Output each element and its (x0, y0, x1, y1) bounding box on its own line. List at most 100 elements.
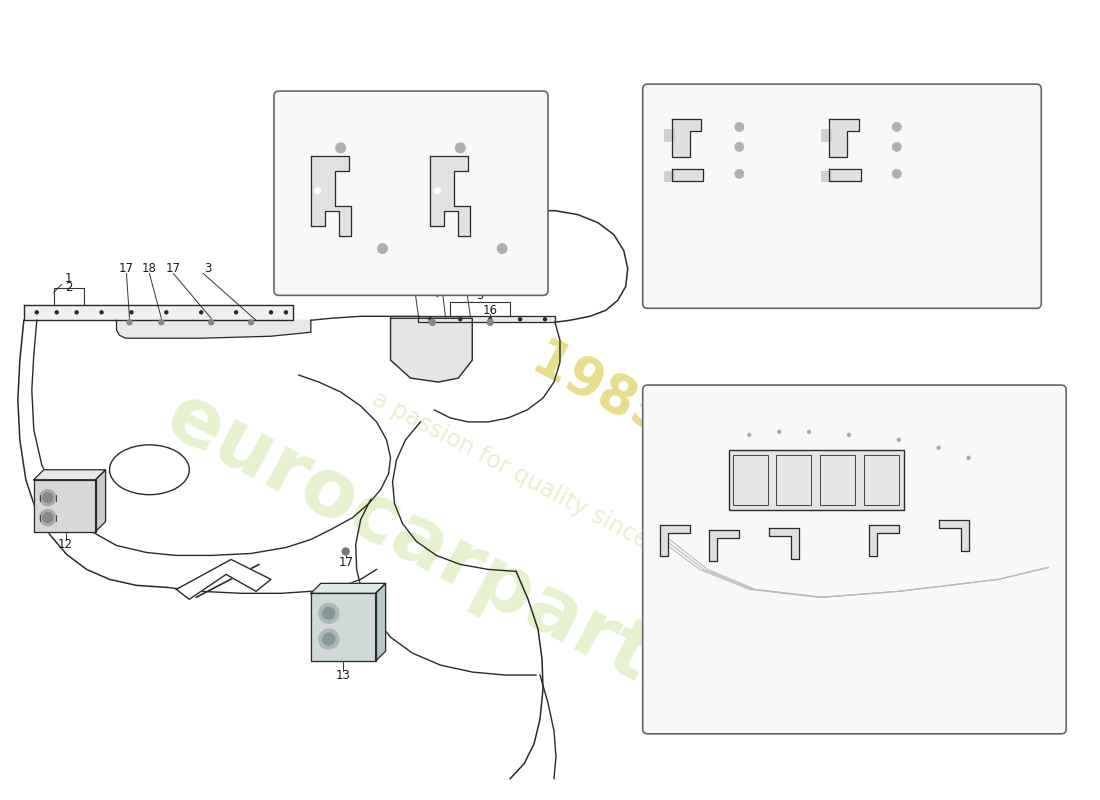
Circle shape (892, 122, 901, 131)
Circle shape (892, 142, 901, 151)
Text: eurocarparts: eurocarparts (153, 377, 708, 722)
Text: 14: 14 (292, 135, 307, 148)
Circle shape (892, 170, 901, 178)
Circle shape (40, 490, 56, 506)
Text: 22: 22 (871, 712, 887, 726)
Circle shape (967, 456, 970, 459)
FancyBboxPatch shape (274, 91, 548, 295)
Text: 17: 17 (119, 262, 134, 275)
Text: 7: 7 (656, 98, 663, 111)
Circle shape (807, 430, 811, 434)
Polygon shape (176, 559, 271, 599)
Circle shape (497, 243, 507, 254)
Circle shape (55, 311, 58, 314)
Text: 2: 2 (65, 281, 73, 294)
Circle shape (40, 510, 56, 526)
Text: 8: 8 (813, 98, 821, 111)
Text: 1: 1 (65, 272, 73, 285)
Polygon shape (311, 594, 375, 661)
Text: 6: 6 (847, 98, 855, 111)
Polygon shape (710, 530, 739, 562)
Circle shape (735, 170, 744, 178)
Text: 18: 18 (455, 262, 470, 275)
Circle shape (322, 633, 334, 645)
Polygon shape (34, 470, 106, 480)
Polygon shape (869, 525, 899, 557)
Circle shape (336, 143, 345, 153)
Circle shape (315, 188, 321, 194)
Circle shape (322, 607, 334, 619)
Circle shape (455, 143, 465, 153)
Circle shape (126, 320, 132, 325)
Circle shape (748, 434, 751, 436)
Text: 5: 5 (476, 289, 484, 302)
Text: 19: 19 (712, 712, 727, 726)
Circle shape (43, 513, 53, 522)
Text: 1985: 1985 (522, 334, 676, 450)
Bar (821, 455, 855, 505)
Bar (864, 455, 899, 505)
Circle shape (249, 320, 253, 325)
Text: 3: 3 (205, 262, 212, 275)
Text: 18: 18 (142, 262, 157, 275)
Text: 6: 6 (456, 127, 464, 141)
Circle shape (487, 319, 493, 326)
Circle shape (165, 311, 168, 314)
Circle shape (735, 142, 744, 151)
FancyBboxPatch shape (642, 385, 1066, 734)
Text: 21: 21 (770, 712, 784, 726)
Circle shape (342, 548, 349, 555)
Polygon shape (430, 156, 471, 235)
FancyBboxPatch shape (642, 84, 1042, 308)
Polygon shape (672, 169, 704, 181)
Text: 6: 6 (337, 127, 344, 141)
Text: 24: 24 (899, 442, 914, 454)
Circle shape (429, 319, 436, 326)
Polygon shape (418, 316, 556, 322)
Circle shape (285, 311, 287, 314)
Bar (729, 450, 904, 510)
Polygon shape (375, 583, 386, 661)
Circle shape (459, 318, 462, 321)
Text: 9: 9 (861, 190, 869, 203)
Text: 16: 16 (483, 304, 497, 317)
Polygon shape (390, 318, 472, 382)
Circle shape (434, 188, 440, 194)
Circle shape (158, 320, 164, 325)
Circle shape (847, 434, 850, 436)
Circle shape (35, 311, 39, 314)
Text: 11: 11 (804, 190, 818, 203)
Circle shape (75, 311, 78, 314)
Polygon shape (117, 320, 311, 338)
Circle shape (898, 438, 900, 442)
Circle shape (319, 603, 339, 623)
Circle shape (518, 318, 521, 321)
Circle shape (234, 311, 238, 314)
Bar (777, 455, 811, 505)
Text: 9: 9 (704, 190, 712, 203)
Polygon shape (672, 119, 702, 157)
Polygon shape (24, 306, 293, 320)
Polygon shape (311, 583, 386, 594)
Text: 13: 13 (336, 669, 350, 682)
Circle shape (270, 311, 273, 314)
Polygon shape (34, 480, 96, 531)
Bar (734, 455, 768, 505)
Circle shape (100, 311, 103, 314)
Bar (821, 170, 830, 181)
Text: 17: 17 (428, 262, 443, 275)
Polygon shape (96, 470, 106, 531)
Circle shape (319, 630, 339, 649)
Text: a passion for quality since: a passion for quality since (367, 386, 652, 553)
Polygon shape (938, 519, 968, 551)
Polygon shape (769, 527, 799, 559)
Circle shape (429, 318, 432, 321)
Text: 12: 12 (57, 538, 73, 551)
Circle shape (735, 122, 744, 131)
Text: 4: 4 (409, 262, 416, 275)
Circle shape (200, 311, 202, 314)
Polygon shape (829, 119, 859, 157)
Text: 20: 20 (946, 712, 961, 726)
Bar (663, 129, 673, 141)
Text: 11: 11 (646, 190, 661, 203)
